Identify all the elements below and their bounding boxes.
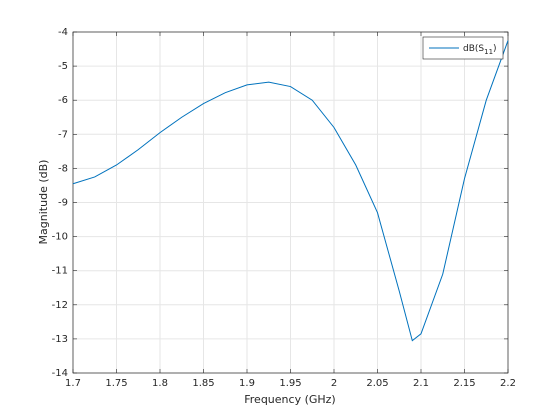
x-tick-label: 2 <box>331 378 337 389</box>
y-tick-label: -6 <box>58 95 68 106</box>
legend-label: dB(S11) <box>463 44 497 57</box>
y-tick-label: -11 <box>52 266 68 277</box>
x-tick-label: 1.75 <box>105 378 127 389</box>
x-tick-label: 1.8 <box>152 378 168 389</box>
x-tick-label: 1.95 <box>279 378 301 389</box>
y-tick-label: -4 <box>58 27 68 38</box>
y-tick-label: -9 <box>58 198 68 209</box>
x-tick-label: 2.2 <box>500 378 516 389</box>
y-tick-label: -10 <box>52 232 68 243</box>
y-axis-label: Magnitude (dB) <box>37 160 50 245</box>
data-line <box>72 40 509 342</box>
legend-box <box>422 36 504 60</box>
y-tick-label: -13 <box>52 334 68 345</box>
y-tick-label: -8 <box>58 163 68 174</box>
x-tick-label: 2.05 <box>366 378 388 389</box>
x-tick-label: 2.1 <box>413 378 429 389</box>
x-tick-label: 2.15 <box>453 378 475 389</box>
x-tick-label: 1.9 <box>239 378 255 389</box>
x-axis-label: Frequency (GHz) <box>244 393 335 406</box>
y-tick-label: -12 <box>52 300 68 311</box>
x-tick-label: 1.85 <box>192 378 214 389</box>
y-tick-label: -14 <box>52 368 68 379</box>
x-tick-label: 1.7 <box>65 378 81 389</box>
y-tick-label: -5 <box>58 61 68 72</box>
y-tick-label: -7 <box>58 129 68 140</box>
